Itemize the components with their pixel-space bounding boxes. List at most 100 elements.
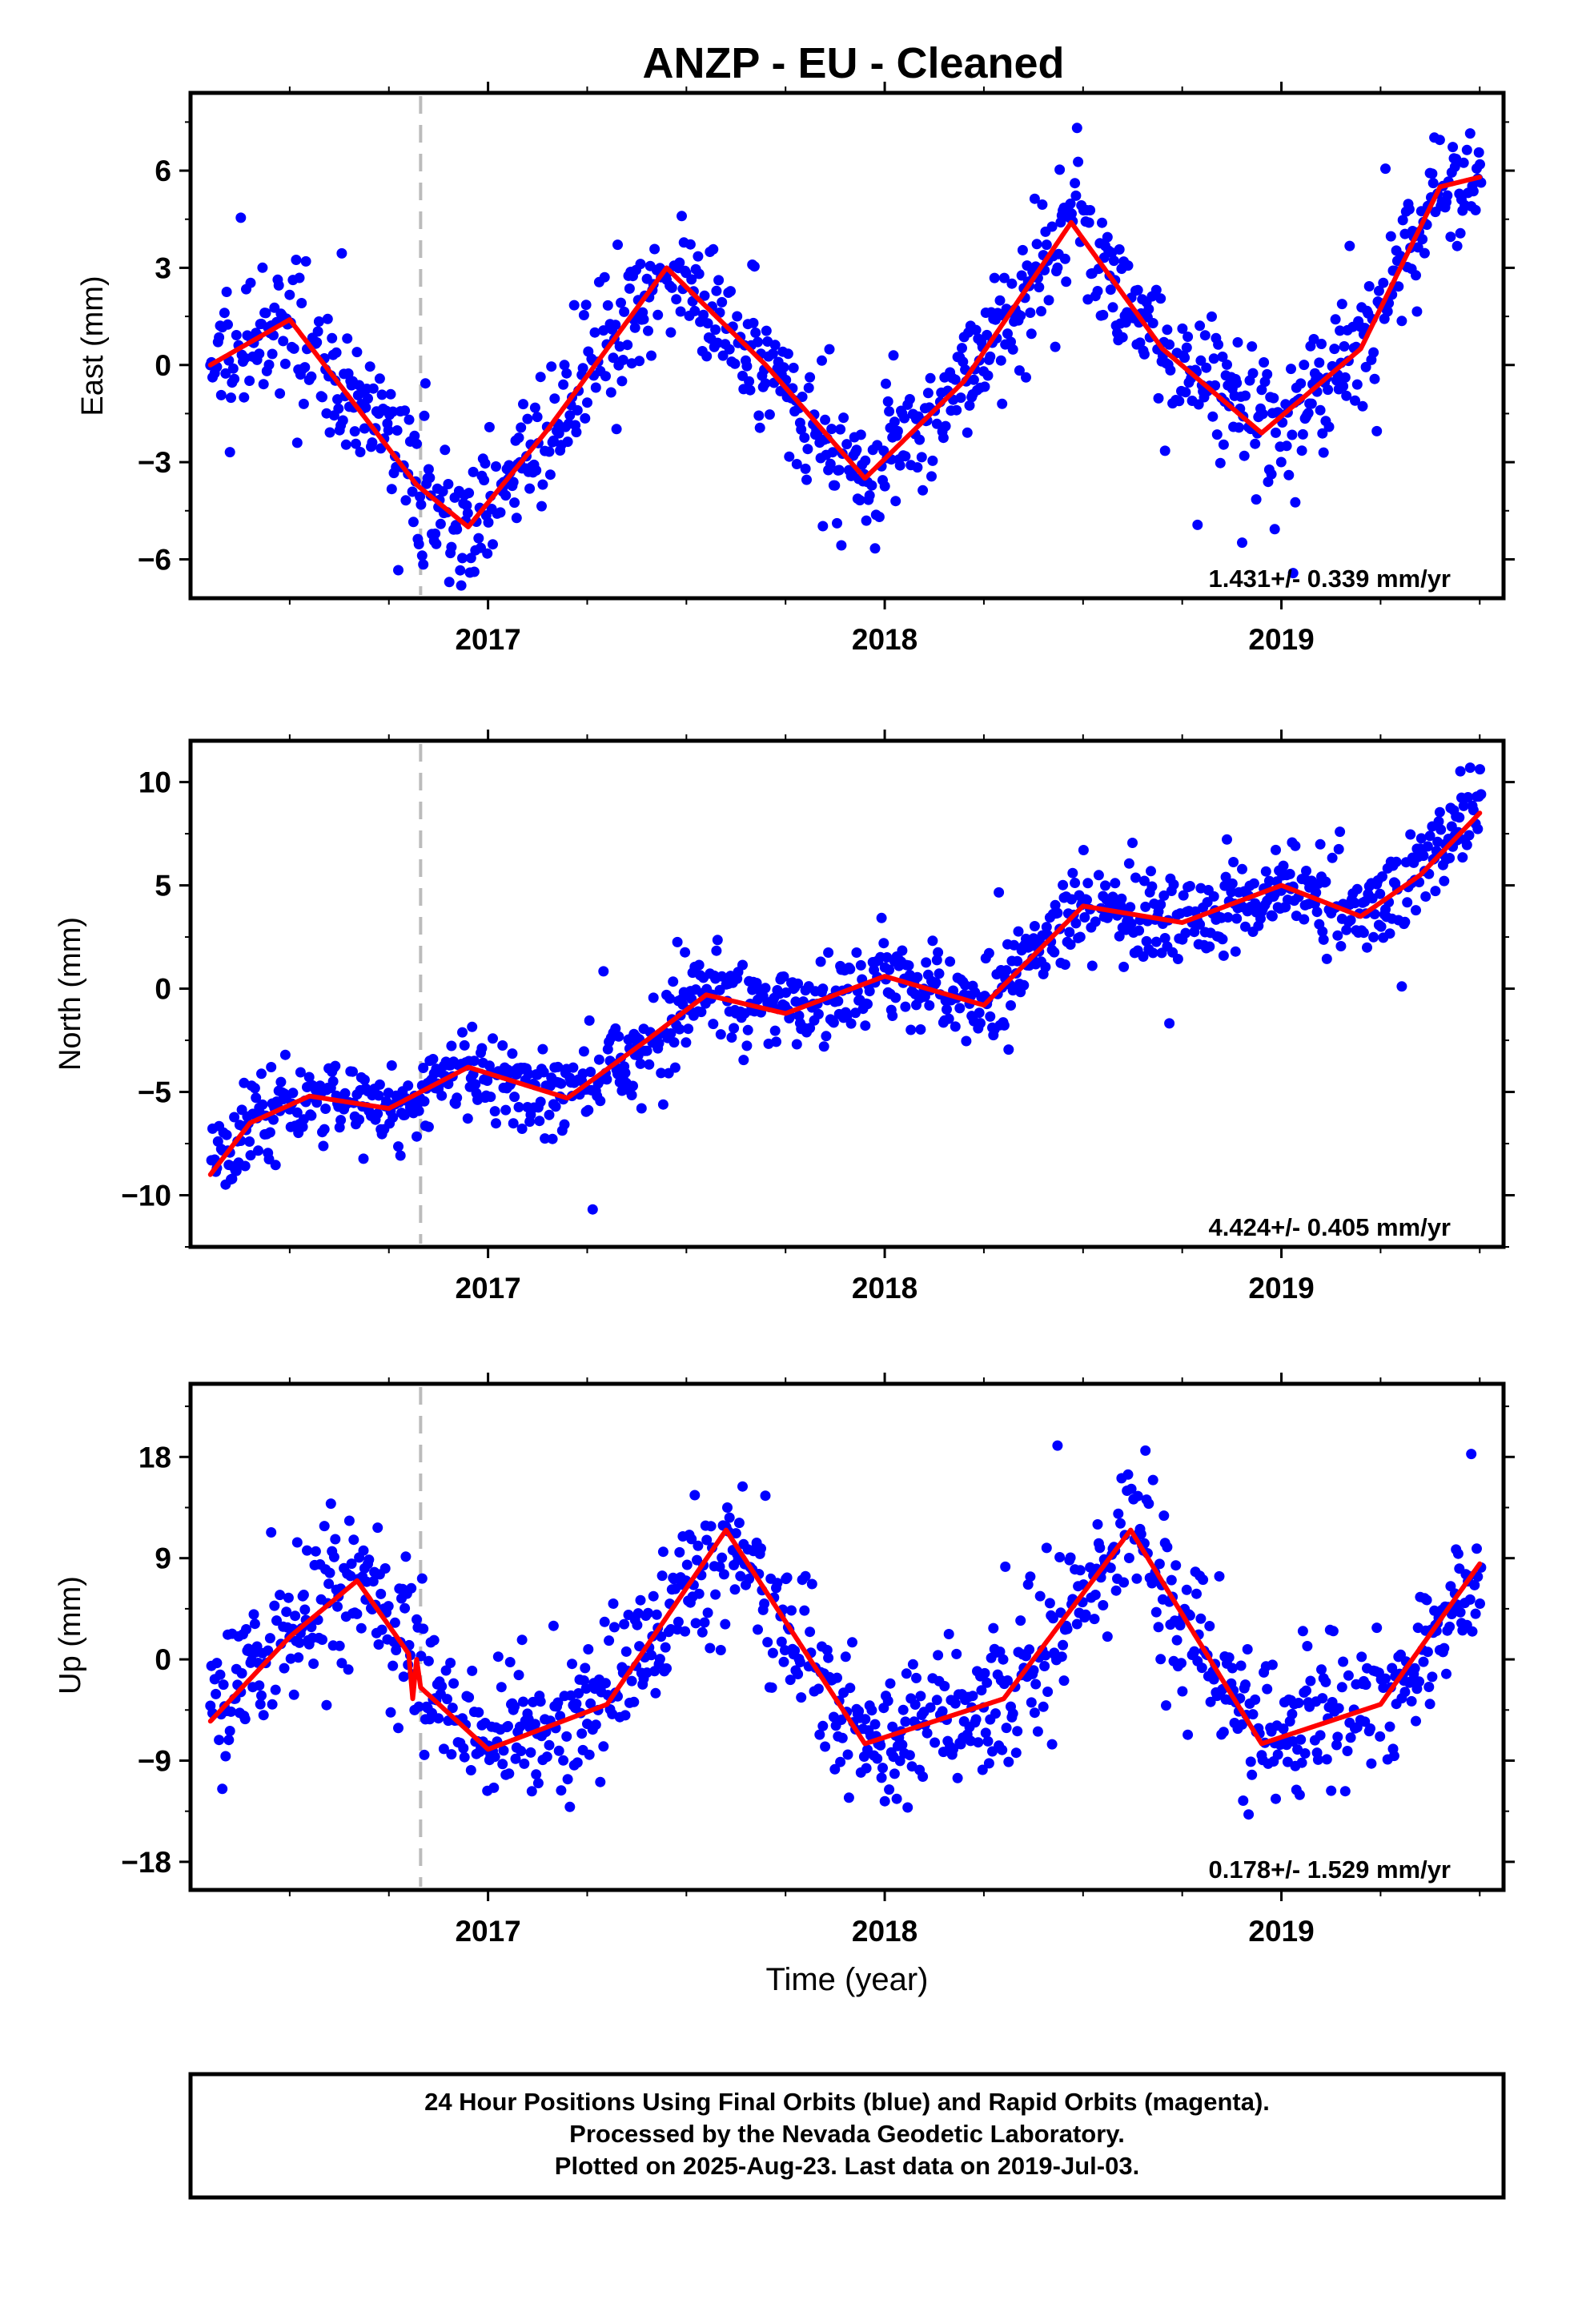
east-point — [1303, 408, 1314, 419]
north-point — [641, 1045, 652, 1056]
north-point — [1391, 856, 1402, 867]
up-point — [897, 1704, 909, 1715]
up-point — [817, 1720, 829, 1731]
north-point — [1463, 792, 1474, 802]
east-point — [317, 392, 327, 403]
north-point — [1260, 866, 1271, 877]
east-point — [1177, 323, 1188, 334]
up-point — [779, 1645, 790, 1656]
east-point — [416, 499, 427, 510]
up-point — [1339, 1786, 1351, 1797]
up-point — [794, 1657, 805, 1667]
east-point — [278, 336, 289, 347]
east-point — [1475, 159, 1485, 170]
north-point — [249, 1083, 260, 1094]
east-point — [824, 344, 835, 355]
north-point — [657, 1099, 669, 1110]
east-point — [638, 314, 649, 325]
north-point — [954, 1003, 966, 1014]
east-point — [279, 358, 291, 369]
east-point — [1066, 208, 1077, 219]
east-point — [1419, 247, 1430, 259]
east-point — [686, 274, 697, 285]
east-point — [532, 412, 543, 423]
north-point — [537, 1043, 548, 1055]
up-point — [519, 1758, 530, 1769]
north-point — [535, 1096, 546, 1108]
east-point — [791, 459, 802, 469]
up-y-tick-label: 18 — [139, 1441, 171, 1474]
up-point — [1092, 1519, 1103, 1530]
east-frame — [188, 90, 1506, 601]
up-point — [584, 1749, 595, 1760]
east-point — [782, 348, 793, 360]
north-point — [1116, 893, 1127, 904]
east-point — [825, 458, 836, 469]
up-point — [1010, 1747, 1022, 1759]
east-point — [1207, 311, 1217, 322]
east-point — [254, 348, 265, 360]
east-point — [1215, 457, 1226, 468]
up-point — [714, 1561, 725, 1572]
up-point — [266, 1527, 277, 1538]
up-point — [1102, 1631, 1113, 1642]
up-point — [785, 1675, 796, 1686]
east-point — [590, 382, 601, 393]
up-point — [590, 1719, 601, 1731]
east-point — [854, 495, 865, 506]
up-point — [391, 1645, 402, 1655]
east-point — [452, 524, 463, 535]
up-point — [355, 1622, 367, 1634]
up-point — [418, 1623, 429, 1634]
east-point — [957, 343, 967, 354]
east-point — [408, 517, 419, 528]
up-point — [1247, 1709, 1259, 1720]
north-point — [1123, 858, 1134, 869]
east-point — [1201, 362, 1212, 373]
east-point — [223, 319, 233, 330]
up-point — [967, 1691, 978, 1702]
north-point — [1127, 838, 1138, 848]
up-point — [564, 1801, 576, 1812]
north-point — [1146, 881, 1158, 892]
north-point — [1074, 931, 1086, 943]
north-point — [860, 1020, 871, 1031]
east-point — [1102, 231, 1113, 243]
up-point — [1118, 1577, 1130, 1588]
up-point — [1046, 1739, 1058, 1750]
up-point — [733, 1518, 745, 1529]
east-point — [1350, 395, 1360, 406]
up-point — [416, 1573, 428, 1584]
up-point — [285, 1653, 296, 1664]
up-point — [983, 1758, 994, 1769]
north-point — [598, 966, 609, 977]
up-point — [982, 1735, 994, 1747]
north-point — [1345, 915, 1356, 926]
east-point — [864, 490, 875, 501]
east-point — [1306, 398, 1317, 409]
up-point — [464, 1692, 475, 1703]
east-point — [1006, 278, 1018, 289]
up-point — [1001, 1723, 1012, 1734]
up-point — [1176, 1658, 1186, 1669]
north-point — [738, 1055, 749, 1066]
east-point — [982, 370, 994, 381]
north-point — [1455, 766, 1466, 777]
north-point — [266, 1062, 277, 1072]
north-point — [264, 1127, 275, 1138]
north-point — [1009, 939, 1020, 951]
up-point — [1422, 1647, 1433, 1658]
east-point — [1434, 135, 1445, 146]
north-point — [934, 968, 945, 979]
up-point — [1247, 1769, 1258, 1780]
up-point — [921, 1727, 933, 1739]
east-point — [1251, 494, 1262, 505]
up-point — [1331, 1739, 1342, 1751]
east-point — [899, 412, 910, 424]
up-point — [1062, 1623, 1073, 1634]
east-point — [548, 435, 559, 446]
north-point — [823, 947, 834, 958]
north-point — [1335, 941, 1347, 951]
north-point — [620, 1068, 631, 1079]
up-point — [1472, 1543, 1482, 1554]
